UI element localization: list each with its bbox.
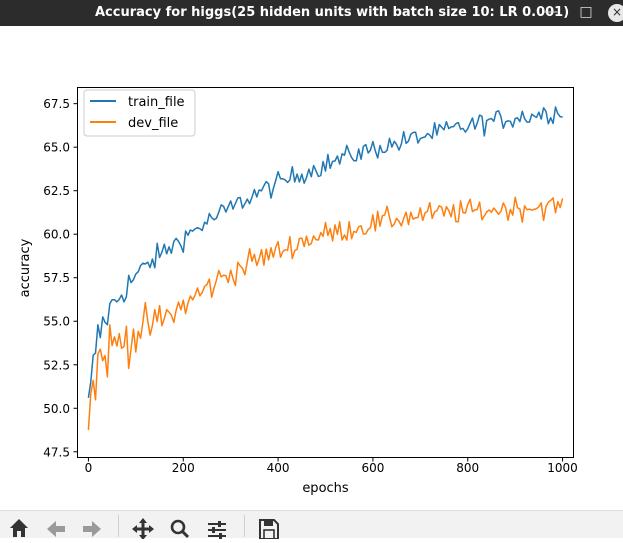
x-tick-label: 800 [456,461,479,475]
y-tick-label: 50.0 [43,402,70,416]
home-button[interactable] [6,515,32,539]
pan-icon [132,518,154,540]
minimize-button[interactable]: — [544,4,558,20]
y-tick-label: 55.0 [43,315,70,329]
forward-arrow-icon [83,521,101,537]
x-axis-label: epochs [302,481,349,496]
legend-label-train: train_file [128,95,185,110]
save-icon [259,519,279,540]
y-tick-label: 52.5 [43,358,70,372]
y-axis-label: accuracy [18,238,33,297]
figure-canvas: 0 200 400 600 800 1000 47.5 50.0 52.5 55.0 57.5 60… [0,26,623,510]
x-tick-label: 600 [361,461,384,475]
close-button[interactable]: × [608,4,623,22]
y-tick-label: 65.0 [43,141,70,155]
zoom-button[interactable] [167,515,193,539]
maximize-button[interactable]: □ [579,4,593,20]
x-tick-label: 200 [172,461,195,475]
toolbar-separator [118,515,119,537]
x-tick-label: 400 [267,461,290,475]
y-tick-label: 47.5 [43,445,70,459]
window-title: Accuracy for higgs(25 hidden units with … [95,5,570,20]
toolbar-separator [244,515,245,537]
x-tick-label: 1000 [547,461,578,475]
y-tick-label: 60.0 [43,228,70,242]
y-tick-label: 62.5 [43,184,70,198]
forward-button[interactable] [79,515,105,539]
navigation-toolbar [0,510,623,540]
x-tick-label: 0 [85,461,93,475]
y-tick-label: 67.5 [43,97,70,111]
back-arrow-icon [47,521,65,537]
legend: train_file dev_file [83,89,196,137]
window-titlebar: Accuracy for higgs(25 hidden units with … [0,0,623,26]
subplots-config-icon [208,521,226,539]
back-button[interactable] [43,515,69,539]
series-line-train_file [87,106,563,399]
accuracy-chart: 0 200 400 600 800 1000 47.5 50.0 52.5 55.0 57.5 60… [18,87,578,496]
configure-subplots-button[interactable] [204,515,230,539]
series-line-dev_file [87,196,564,430]
y-tick-label: 57.5 [43,271,70,285]
legend-label-dev: dev_file [128,116,178,131]
pan-button[interactable] [130,515,156,540]
zoom-icon [170,519,190,539]
plot-frame [77,87,574,458]
save-button[interactable] [256,515,282,540]
home-icon [10,519,28,537]
